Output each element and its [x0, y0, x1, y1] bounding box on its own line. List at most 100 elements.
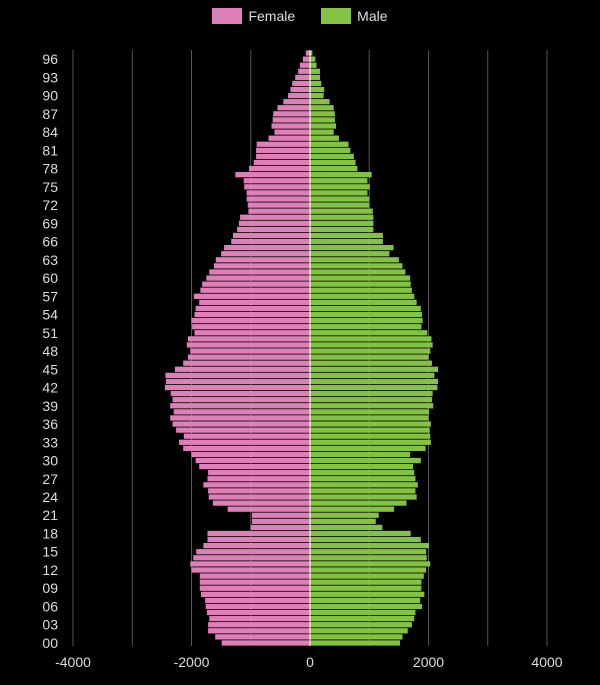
male-bar: [310, 476, 416, 482]
female-bar: [246, 196, 310, 202]
male-bar: [310, 555, 427, 561]
male-bar: [310, 372, 435, 379]
y-tick-label: 00: [42, 635, 58, 651]
legend-item-male[interactable]: Male: [321, 8, 388, 24]
female-bar: [215, 634, 310, 640]
y-tick-label: 45: [42, 361, 58, 377]
male-bar: [310, 269, 406, 275]
male-bar: [310, 494, 417, 500]
female-bar: [191, 317, 310, 324]
female-bar: [194, 311, 310, 318]
female-bar: [221, 640, 310, 646]
female-bar: [183, 360, 310, 366]
female-bar: [174, 366, 310, 372]
female-bar: [193, 555, 310, 561]
male-bar: [310, 129, 334, 135]
female-bar: [237, 226, 310, 233]
male-bar: [310, 561, 431, 567]
male-bar: [310, 99, 330, 105]
male-bar: [310, 190, 368, 196]
y-tick-label: 36: [42, 416, 58, 432]
female-bar: [305, 50, 310, 56]
male-bar: [310, 536, 421, 543]
male-bar: [310, 445, 426, 451]
female-bar: [199, 463, 310, 470]
male-bar: [310, 232, 383, 239]
male-bar: [310, 123, 337, 129]
male-bar: [310, 251, 390, 257]
male-bar: [310, 470, 415, 476]
female-bar: [251, 512, 310, 518]
male-bar: [310, 330, 428, 336]
x-tick-label: 0: [306, 654, 314, 670]
male-bar: [310, 324, 422, 330]
female-bar: [227, 506, 310, 512]
male-bar: [310, 622, 412, 628]
female-bar: [288, 92, 310, 99]
male-bar: [310, 56, 316, 62]
female-bar: [207, 536, 310, 543]
y-tick-label: 12: [42, 562, 58, 578]
female-bar: [208, 622, 310, 628]
female-bar: [271, 123, 310, 129]
female-bar: [208, 628, 310, 634]
male-bar: [310, 360, 433, 366]
male-bar: [310, 159, 356, 166]
legend-item-female[interactable]: Female: [212, 8, 295, 24]
female-bar: [203, 482, 310, 488]
female-bar: [248, 208, 310, 214]
male-bar: [310, 275, 411, 281]
female-bar: [206, 275, 310, 281]
female-bar: [248, 165, 310, 172]
female-bar: [272, 117, 310, 123]
female-bar: [190, 561, 310, 567]
male-swatch: [321, 8, 352, 24]
female-bar: [246, 190, 310, 196]
female-bar: [221, 251, 310, 257]
female-bar: [170, 415, 310, 421]
male-bar: [310, 500, 407, 506]
female-bar: [199, 299, 310, 306]
female-bar: [166, 378, 310, 385]
male-bar: [310, 421, 431, 427]
female-bar: [208, 488, 310, 494]
male-bar: [310, 488, 416, 494]
y-tick-label: 33: [42, 434, 58, 450]
male-bar: [310, 597, 421, 604]
male-bar: [310, 74, 321, 81]
male-bar: [310, 68, 321, 74]
female-bar: [193, 293, 310, 299]
male-bar: [310, 214, 374, 220]
male-bar: [310, 317, 423, 324]
female-bar: [290, 86, 310, 93]
male-bar: [310, 354, 429, 360]
male-bar: [310, 153, 354, 160]
male-bar: [310, 634, 403, 640]
female-bar: [209, 615, 310, 622]
y-tick-label: 42: [42, 380, 58, 396]
y-tick-label: 90: [42, 88, 58, 104]
female-bar: [277, 105, 310, 111]
female-bar: [172, 397, 310, 403]
female-bar: [183, 445, 310, 451]
male-bar: [310, 263, 403, 269]
y-tick-label: 69: [42, 215, 58, 231]
female-bar: [224, 245, 310, 251]
male-bar: [310, 208, 373, 214]
male-bar: [310, 506, 395, 512]
female-bar: [191, 567, 310, 573]
male-bar: [310, 615, 415, 622]
male-bar: [310, 220, 374, 226]
male-bar: [310, 92, 324, 99]
female-bar: [250, 524, 310, 531]
female-bar: [170, 390, 310, 397]
female-bar: [212, 500, 310, 506]
female-bar: [231, 238, 310, 245]
female-bar: [187, 354, 310, 360]
male-bar: [310, 640, 401, 646]
female-bar: [256, 153, 310, 160]
female-bar: [203, 543, 310, 549]
female-bar: [235, 172, 310, 178]
male-bar: [310, 196, 370, 202]
